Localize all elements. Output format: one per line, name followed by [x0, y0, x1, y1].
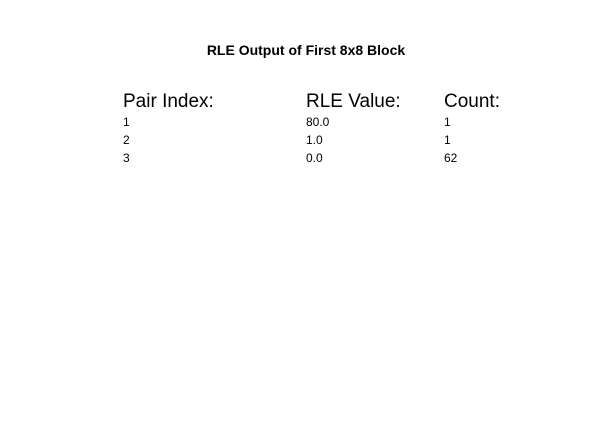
rle-value-cell: 80.0: [306, 115, 330, 129]
pair-index-cell: 3: [123, 151, 130, 165]
count-header: Count:: [444, 91, 500, 112]
rle-value-header: RLE Value:: [306, 91, 401, 112]
rle-value-column: RLE Value: 80.0 1.0 0.0: [306, 91, 401, 167]
count-column: Count: 1 1 62: [444, 91, 500, 167]
figure-title: RLE Output of First 8x8 Block: [206, 42, 406, 58]
count-cell: 1: [444, 133, 451, 147]
pair-index-column: Pair Index: 1 2 3: [123, 91, 214, 167]
rle-value-cell: 1.0: [306, 133, 323, 147]
rle-value-cell: 0.0: [306, 151, 323, 165]
pair-index-cell: 2: [123, 133, 130, 147]
count-cell: 62: [444, 151, 458, 165]
count-cell: 1: [444, 115, 451, 129]
pair-index-cell: 1: [123, 115, 130, 129]
pair-index-header: Pair Index:: [123, 91, 214, 112]
